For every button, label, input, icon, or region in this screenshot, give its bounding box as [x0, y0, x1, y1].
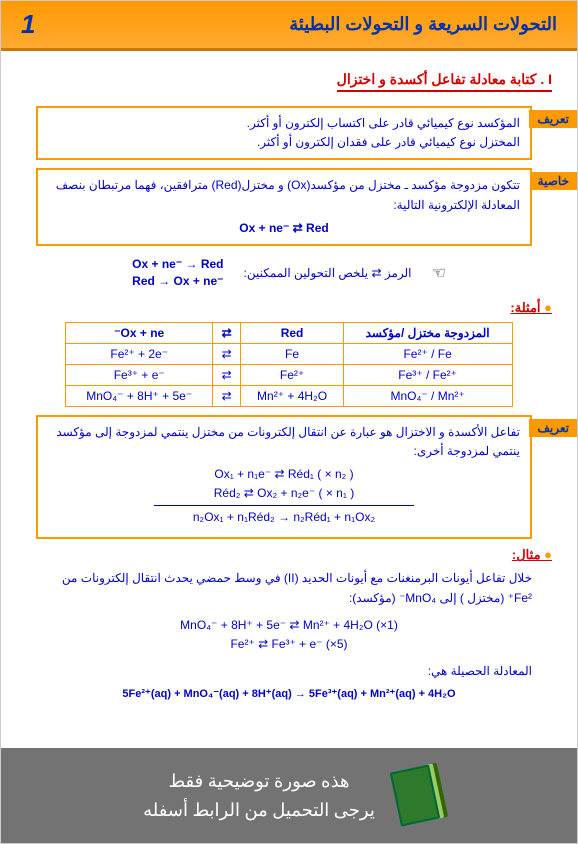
example-equations: MnO₄⁻ + 8H⁺ + 5e⁻ ⇄ Mn²⁺ + 4H₂O (×1) Fe²… [26, 612, 552, 658]
property-box: خاصية تتكون مزدوجة مؤكسد ـ مختزل من مؤكس… [26, 168, 552, 246]
table-header: Red [241, 322, 343, 343]
def-line: المؤكسد نوع كيميائي قادر على اكتساب إلكت… [48, 114, 520, 133]
table-row: MnO₄⁻ + 8H⁺ + 5e⁻ ⇄ Mn²⁺ + 4H₂O MnO₄⁻ / … [66, 385, 512, 406]
equation: Réd₂ ⇄ Ox₂ + n₂e⁻ ( × n₁ ) [48, 484, 520, 503]
page-content: I . كتابة معادلة تفاعل أكسدة و اختزال تع… [1, 51, 577, 718]
definition-box-1: تعريف المؤكسد نوع كيميائي قادر على اكتسا… [26, 106, 552, 160]
final-eq-label: المعادلة الحصيلة هي: [46, 662, 532, 681]
def2-text: تفاعل الأكسدة و الاختزال هو عبارة عن انت… [48, 423, 520, 461]
final-equation: 5Fe²⁺(aq) + MnO₄⁻(aq) + 8H⁺(aq) → 5Fe³⁺(… [26, 687, 552, 700]
section-heading: I . كتابة معادلة تفاعل أكسدة و اختزال [337, 71, 552, 92]
table-row: Fe²⁺ + 2e⁻ ⇄ Fe Fe²⁺ / Fe [66, 343, 512, 364]
box-tag: تعريف [529, 110, 577, 128]
equation: n₂Ox₁ + n₁Réd₂ → n₂Réd₁ + n₁Ox₂ [48, 508, 520, 527]
table-row: Fe³⁺ + e⁻ ⇄ Fe²⁺ Fe³⁺ / Fe²⁺ [66, 364, 512, 385]
table-header: Ox + ne⁻ [66, 322, 213, 343]
footer-line: هذه صورة توضيحية فقط [143, 767, 375, 796]
couples-table: Ox + ne⁻ ⇄ Red المزدوجة مختزل /مؤكسد Fe²… [65, 322, 512, 407]
example-heading: مثال: [26, 547, 552, 563]
watermark-overlay: هذه صورة توضيحية فقط يرجى التحميل من الر… [1, 748, 577, 843]
table-header: ⇄ [213, 322, 241, 343]
equation: MnO₄⁻ + 8H⁺ + 5e⁻ ⇄ Mn²⁺ + 4H₂O (×1) [26, 616, 552, 635]
chapter-number: 1 [21, 9, 35, 40]
equation: Red → Ox + ne⁻ [132, 273, 223, 290]
box-tag: خاصية [530, 172, 577, 190]
books-icon [395, 768, 435, 823]
equation: Ox₁ + n₁e⁻ ⇄ Réd₁ ( × n₂ ) [48, 465, 520, 484]
examples-heading: أمثلة: [26, 300, 552, 316]
footer-line: يرجى التحميل من الرابط أسفله [143, 796, 375, 825]
equation: Ox + ne⁻ ⇄ Red [48, 219, 520, 238]
page-title: التحولات السريعة و التحولات البطيئة [289, 14, 557, 35]
equation: Ox + ne⁻ → Red [132, 256, 223, 273]
box-tag: تعريف [529, 419, 577, 437]
def-line: المختزل نوع كيميائي قادر على فقدان إلكتر… [48, 133, 520, 152]
pointer-icon: ☜ [432, 263, 446, 283]
note-row: ☜ الرمز ⇄ يلخص التحولين الممكنين: Ox + n… [26, 256, 552, 290]
definition-box-2: تعريف تفاعل الأكسدة و الاختزال هو عبارة … [26, 415, 552, 540]
note-label: الرمز ⇄ يلخص التحولين الممكنين: [244, 266, 412, 280]
example-text: خلال تفاعل أيونات البرمنغنات مع أيونات ا… [46, 569, 532, 607]
divider [154, 505, 414, 506]
equation: Fe²⁺ ⇄ Fe³⁺ + e⁻ (×5) [26, 635, 552, 654]
prop-text: تتكون مزدوجة مؤكسد ـ مختزل من مؤكسد(Ox) … [48, 176, 520, 214]
page-header: التحولات السريعة و التحولات البطيئة 1 [1, 1, 577, 51]
table-header: المزدوجة مختزل /مؤكسد [343, 322, 512, 343]
